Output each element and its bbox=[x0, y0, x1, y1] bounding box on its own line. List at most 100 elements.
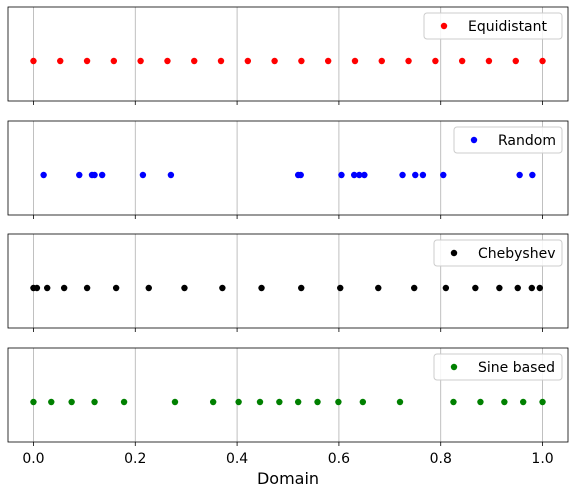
x-tick-label: 0.8 bbox=[430, 451, 452, 467]
x-tick-label: 0.2 bbox=[124, 451, 146, 467]
subplot-equidistant: Equidistant bbox=[7, 6, 569, 105]
legend-box bbox=[423, 12, 563, 40]
point-equidistant bbox=[271, 57, 278, 65]
subplot-random: Random bbox=[7, 120, 569, 219]
point-random bbox=[440, 171, 447, 179]
point-equidistant bbox=[244, 57, 252, 65]
point-sine-based bbox=[520, 398, 527, 406]
point-sine-based bbox=[120, 398, 128, 406]
point-chebyshev bbox=[496, 284, 503, 292]
point-sine-based bbox=[294, 398, 302, 406]
point-sine-based bbox=[235, 398, 242, 406]
point-sine-based bbox=[396, 398, 404, 406]
point-chebyshev bbox=[44, 284, 51, 292]
point-sine-based bbox=[335, 398, 342, 406]
point-chebyshev bbox=[298, 284, 305, 292]
point-sine-based bbox=[276, 398, 283, 406]
point-chebyshev bbox=[536, 284, 543, 292]
axes-frame bbox=[7, 120, 569, 216]
point-sine-based bbox=[314, 398, 321, 406]
point-sine-based bbox=[68, 398, 75, 406]
subplot-sine-based: Sine based bbox=[7, 347, 569, 446]
x-tick-label: 1.0 bbox=[531, 451, 553, 467]
point-equidistant bbox=[512, 57, 519, 65]
subplots: Equidistant Random Chebyshev Sine based bbox=[7, 6, 569, 446]
point-chebyshev bbox=[375, 284, 382, 292]
x-tick-label: 0.0 bbox=[22, 451, 44, 467]
point-sine-based bbox=[539, 398, 546, 406]
point-equidistant bbox=[57, 57, 64, 65]
legend-sine-based: Sine based bbox=[433, 353, 563, 381]
point-sine-based bbox=[501, 398, 508, 406]
axes-frame bbox=[7, 347, 569, 443]
point-equidistant bbox=[164, 57, 171, 65]
point-chebyshev bbox=[112, 284, 120, 292]
point-equidistant bbox=[30, 57, 37, 65]
point-sine-based bbox=[209, 398, 217, 406]
point-equidistant bbox=[137, 57, 144, 65]
point-equidistant bbox=[110, 57, 118, 65]
point-random bbox=[338, 171, 345, 179]
point-random bbox=[361, 171, 368, 179]
point-chebyshev bbox=[60, 284, 68, 292]
legend-label: Chebyshev bbox=[478, 246, 556, 262]
point-sine-based bbox=[450, 398, 457, 406]
point-random bbox=[419, 171, 427, 179]
legend-marker bbox=[440, 22, 448, 30]
point-random bbox=[529, 171, 536, 179]
point-chebyshev bbox=[411, 284, 418, 292]
legend-marker bbox=[450, 363, 458, 371]
point-random bbox=[91, 171, 98, 179]
point-equidistant bbox=[217, 57, 225, 65]
point-random bbox=[167, 171, 175, 179]
point-sine-based bbox=[477, 398, 484, 406]
legend-chebyshev: Chebyshev bbox=[433, 239, 563, 267]
x-axis-ticks: 0.0 0.2 0.4 0.6 0.8 1.0 bbox=[22, 451, 553, 467]
point-chebyshev bbox=[181, 284, 188, 292]
point-chebyshev bbox=[219, 284, 226, 292]
point-chebyshev bbox=[472, 284, 479, 292]
subplot-chebyshev: Chebyshev bbox=[7, 233, 569, 332]
point-random bbox=[356, 171, 363, 179]
x-tick-label: 0.4 bbox=[226, 451, 248, 467]
x-axis-label: Domain bbox=[257, 469, 319, 488]
point-random bbox=[98, 171, 106, 179]
legend-equidistant: Equidistant bbox=[423, 12, 563, 40]
legend-random: Random bbox=[453, 126, 563, 154]
point-random bbox=[516, 171, 523, 179]
point-chebyshev bbox=[83, 284, 91, 292]
legend-box bbox=[453, 126, 563, 154]
x-tick-label: 0.6 bbox=[328, 451, 350, 467]
point-sine-based bbox=[30, 398, 37, 406]
point-chebyshev bbox=[337, 284, 344, 292]
point-equidistant bbox=[432, 57, 439, 65]
point-chebyshev bbox=[33, 284, 41, 292]
point-random bbox=[350, 171, 358, 179]
legend-marker bbox=[470, 136, 478, 144]
point-chebyshev bbox=[145, 284, 152, 292]
point-random bbox=[40, 171, 47, 179]
point-equidistant bbox=[83, 57, 91, 65]
point-random bbox=[76, 171, 83, 179]
point-chebyshev bbox=[442, 284, 450, 292]
point-equidistant bbox=[405, 57, 412, 65]
axes-frame bbox=[7, 6, 569, 102]
point-equidistant bbox=[378, 57, 385, 65]
point-equidistant bbox=[298, 57, 305, 65]
point-equidistant bbox=[458, 57, 466, 65]
point-equidistant bbox=[351, 57, 359, 65]
point-random bbox=[399, 171, 406, 179]
point-sine-based bbox=[256, 398, 264, 406]
point-sine-based bbox=[171, 398, 179, 406]
legend-label: Random bbox=[498, 133, 556, 149]
point-sine-based bbox=[359, 398, 367, 406]
legend-box bbox=[433, 239, 563, 267]
point-random bbox=[412, 171, 419, 179]
legend-label: Sine based bbox=[478, 360, 555, 376]
legend-label: Equidistant bbox=[468, 19, 548, 35]
axes-frame bbox=[7, 233, 569, 329]
point-equidistant bbox=[539, 57, 546, 65]
point-chebyshev bbox=[528, 284, 536, 292]
point-chebyshev bbox=[514, 284, 521, 292]
